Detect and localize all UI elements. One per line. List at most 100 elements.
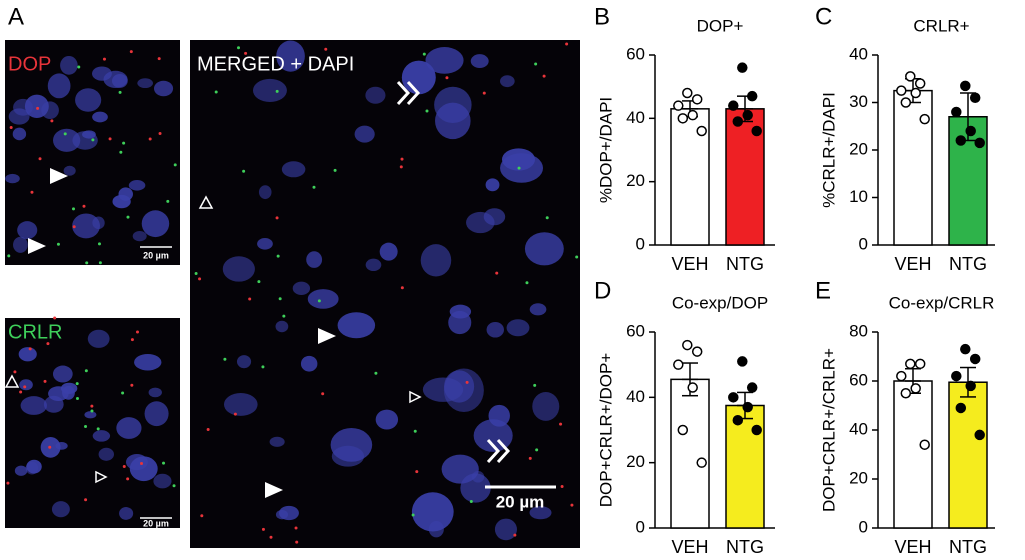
puncta: [90, 404, 94, 408]
nucleus: [460, 473, 491, 503]
arrowheads: [28, 168, 336, 498]
nucleus: [153, 80, 174, 97]
puncta: [85, 261, 89, 265]
data-point: [910, 383, 921, 394]
bar: [725, 404, 765, 529]
data-point: [965, 380, 976, 392]
puncta: [157, 57, 161, 61]
nucleus: [144, 401, 169, 427]
data-point: [746, 90, 758, 102]
puncta: [200, 514, 204, 518]
puncta: [84, 498, 88, 502]
panel-label: A: [8, 3, 24, 30]
puncta: [140, 462, 144, 466]
puncta: [194, 272, 198, 276]
puncta: [223, 357, 227, 361]
nucleus: [494, 518, 517, 541]
puncta: [126, 477, 130, 481]
puncta: [415, 470, 419, 474]
nucleus: [330, 428, 373, 462]
x-tick-label: VEH: [671, 537, 708, 557]
nucleus: [425, 47, 464, 74]
nucleus: [275, 509, 289, 520]
panel-label: D: [594, 277, 611, 304]
image-label: CRLR: [8, 321, 62, 343]
puncta: [129, 50, 133, 54]
nucleus: [20, 396, 47, 415]
puncta: [321, 392, 325, 396]
data-point: [696, 457, 707, 468]
puncta: [173, 163, 177, 167]
puncta: [118, 90, 122, 94]
puncta: [244, 51, 248, 55]
puncta: [535, 448, 539, 452]
chart-title: Co-exp/DOP: [672, 293, 768, 312]
nucleus: [236, 355, 252, 369]
puncta: [90, 409, 94, 413]
puncta: [528, 456, 532, 460]
bar: [893, 380, 933, 529]
bar: [948, 381, 988, 529]
puncta: [38, 157, 42, 161]
puncta: [30, 190, 34, 194]
nucleus: [276, 40, 305, 72]
puncta: [75, 397, 79, 401]
data-point: [673, 359, 684, 370]
nucleus: [92, 111, 108, 123]
nucleus: [129, 456, 158, 482]
image-label: MERGED + DAPI: [197, 53, 354, 75]
puncta: [9, 126, 13, 130]
nucleus: [18, 347, 37, 362]
nucleus: [252, 78, 287, 102]
nucleus: [19, 379, 33, 391]
puncta: [495, 271, 499, 275]
nucleus: [118, 187, 133, 201]
puncta: [198, 277, 202, 281]
puncta: [276, 254, 280, 258]
nucleus: [153, 473, 172, 489]
data-point: [914, 78, 926, 89]
puncta: [482, 91, 486, 95]
data-point: [696, 125, 707, 137]
puncta: [278, 297, 282, 301]
y-tick-label: 0: [636, 517, 645, 536]
data-point: [737, 356, 748, 367]
nucleus: [307, 289, 339, 309]
data-point: [742, 401, 753, 413]
nucleus: [365, 258, 382, 272]
y-tick-label: 60: [626, 321, 645, 340]
nucleus: [26, 459, 42, 474]
y-axis-label: %DOP+/DAPI: [596, 97, 615, 203]
nucleus: [529, 303, 547, 316]
puncta: [71, 207, 75, 211]
nucleus: [5, 173, 20, 184]
puncta: [533, 383, 537, 387]
puncta: [400, 157, 404, 161]
panel-label: C: [815, 3, 832, 30]
data-point: [974, 137, 985, 149]
nucleus: [87, 329, 110, 348]
nucleus: [82, 130, 96, 139]
nucleus: [486, 321, 504, 338]
puncta: [295, 540, 299, 544]
puncta: [411, 513, 415, 517]
y-tick-label: 20: [626, 171, 645, 190]
puncta: [36, 106, 40, 110]
puncta: [559, 422, 563, 426]
nucleus: [55, 441, 68, 450]
nucleus: [306, 251, 323, 268]
chart-title: Co-exp/CRLR: [889, 293, 995, 312]
puncta: [23, 385, 27, 389]
data-point: [751, 424, 762, 436]
data-point: [677, 424, 689, 436]
open-arrowheads: [4, 195, 422, 484]
puncta: [122, 141, 126, 145]
nucleus: [41, 101, 59, 120]
nucleus: [365, 86, 386, 104]
nucleus: [501, 148, 536, 171]
nucleus: [375, 409, 399, 430]
nucleus: [532, 392, 560, 421]
y-tick-label: 60: [626, 44, 645, 63]
data-point: [974, 429, 985, 441]
nucleus: [411, 492, 454, 532]
